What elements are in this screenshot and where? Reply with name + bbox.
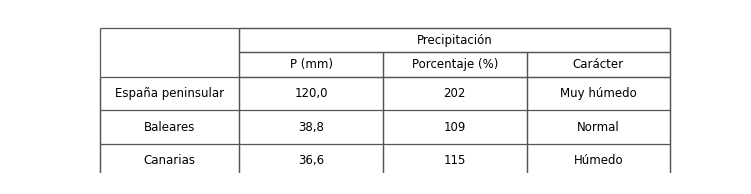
Text: 109: 109 — [444, 120, 466, 133]
Text: 120,0: 120,0 — [294, 87, 328, 100]
Text: Muy húmedo: Muy húmedo — [560, 87, 637, 100]
Text: Canarias: Canarias — [143, 154, 195, 167]
Text: Precipitación: Precipitación — [417, 34, 493, 47]
Text: 115: 115 — [444, 154, 466, 167]
Text: España peninsular: España peninsular — [115, 87, 224, 100]
Text: P (mm): P (mm) — [290, 58, 333, 71]
Text: 36,6: 36,6 — [298, 154, 324, 167]
Text: Carácter: Carácter — [573, 58, 624, 71]
Text: Baleares: Baleares — [144, 120, 195, 133]
Text: 38,8: 38,8 — [298, 120, 324, 133]
Text: Húmedo: Húmedo — [574, 154, 623, 167]
Text: Normal: Normal — [577, 120, 620, 133]
Text: Porcentaje (%): Porcentaje (%) — [412, 58, 498, 71]
Text: 202: 202 — [444, 87, 466, 100]
